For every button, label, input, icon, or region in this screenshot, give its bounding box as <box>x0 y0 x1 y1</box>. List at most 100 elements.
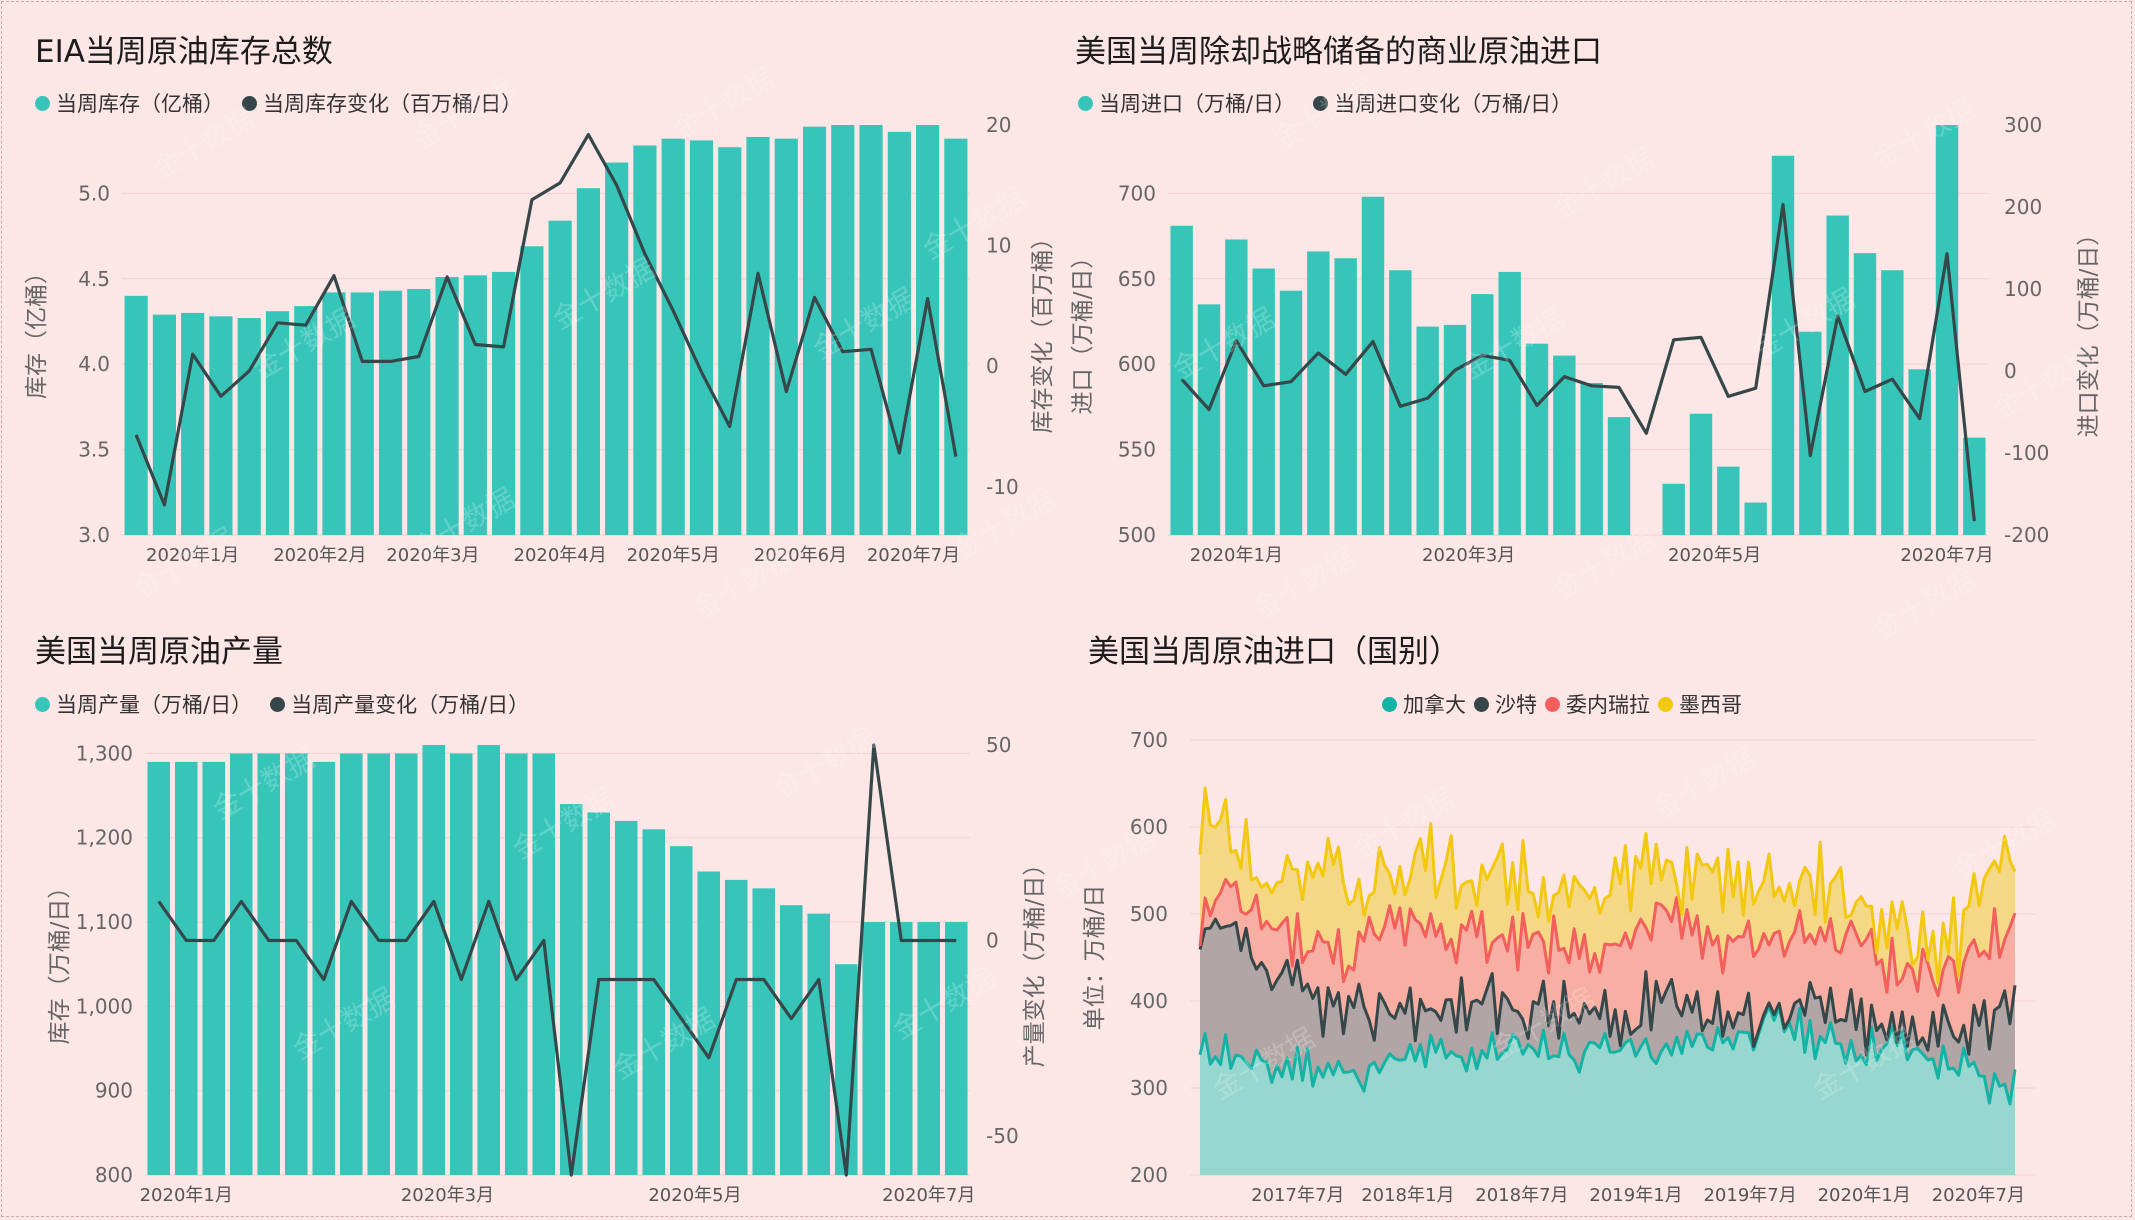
bar <box>339 753 363 1175</box>
bar <box>492 271 516 535</box>
y-tick-label: 700 <box>1118 181 1156 205</box>
legend-item-change[interactable]: 当周进口变化（万桶/日） <box>1313 88 1572 118</box>
legend-item-production[interactable]: 当周产量（万桶/日） <box>35 689 252 719</box>
bar <box>605 162 629 536</box>
legend-label: 加拿大 <box>1403 693 1466 717</box>
y-axis-title: 进口（万桶/日） <box>1070 246 1096 415</box>
bar <box>322 292 346 535</box>
legend-dot-icon <box>35 95 50 111</box>
bar <box>1416 326 1439 535</box>
legend-item-change[interactable]: 当周产量变化（万桶/日） <box>270 689 529 719</box>
legend-item-mexico[interactable]: 墨西哥 <box>1658 689 1742 719</box>
y2-tick-label: 0 <box>986 354 999 378</box>
bar <box>1525 343 1549 535</box>
series-line <box>1198 877 2017 998</box>
y-tick-label: 500 <box>1130 902 1168 926</box>
legend-item-saudi[interactable]: 沙特 <box>1474 689 1537 719</box>
bar <box>1908 369 1931 535</box>
y2-axis-title: 进口变化（万桶/日） <box>2076 223 2102 438</box>
bar <box>1853 253 1877 535</box>
y-tick-label: 1,200 <box>76 826 133 850</box>
bar <box>614 820 638 1175</box>
chart-title: 美国当周除却战略储备的商业原油进口 <box>1075 34 1602 70</box>
bar <box>774 138 798 535</box>
y-tick-label: 800 <box>95 1163 133 1187</box>
chart-us-import: 500 550 600 650 700 -200 -100 0 100 200 300 2020年1月… <box>1070 113 2102 566</box>
bar <box>1334 258 1357 535</box>
bar <box>294 306 318 535</box>
x-tick-label: 2020年7月 <box>867 545 960 566</box>
bar <box>181 312 205 535</box>
x-tick-label: 2019年1月 <box>1589 1185 1682 1206</box>
bar <box>504 753 528 1175</box>
y-tick-label: 550 <box>1118 438 1156 462</box>
bar <box>689 140 714 535</box>
y-tick-label: 1,100 <box>76 910 133 934</box>
chart-us-production: 800 900 1,000 1,100 1,200 1,300 -50 0 50 2020年1月 2… <box>47 733 1048 1206</box>
y2-axis-title: 库存变化（百万桶） <box>1030 227 1056 434</box>
x-tick-label: 2020年7月 <box>1900 545 1993 566</box>
bar <box>124 295 148 535</box>
bar <box>944 138 968 535</box>
y-tick-label: 1,300 <box>76 741 133 765</box>
x-tick-label: 2018年7月 <box>1475 1185 1568 1206</box>
bar <box>174 761 198 1175</box>
bar <box>559 804 583 1175</box>
bar <box>449 753 473 1175</box>
y2-tick-label: 0 <box>986 928 999 952</box>
bar <box>394 753 418 1175</box>
y-tick-label: 5.0 <box>78 181 110 205</box>
y-tick-label: 300 <box>1130 1076 1168 1100</box>
bar <box>1553 355 1576 535</box>
y-tick-label: 650 <box>1118 267 1156 291</box>
x-tick-label: 2017年7月 <box>1251 1185 1344 1206</box>
bar <box>779 905 803 1175</box>
x-tick-label: 2020年7月 <box>1932 1185 2025 1206</box>
chart-legend: 加拿大 沙特 委内瑞拉 墨西哥 <box>1382 689 1750 719</box>
legend-dot-icon <box>35 696 50 712</box>
legend-dot-icon <box>1382 696 1397 712</box>
series-line <box>1180 202 1976 522</box>
x-tick-label: 2020年3月 <box>1422 545 1515 566</box>
legend-item-import[interactable]: 当周进口（万桶/日） <box>1078 88 1295 118</box>
legend-label: 当周进口变化（万桶/日） <box>1334 92 1573 116</box>
x-tick-label: 2020年5月 <box>1668 545 1761 566</box>
bar <box>237 318 261 535</box>
y2-tick-label: 100 <box>2004 277 2042 301</box>
bar <box>724 879 748 1175</box>
bar <box>917 922 941 1175</box>
legend-label: 当周产量变化（万桶/日） <box>291 693 530 717</box>
bar <box>862 922 886 1175</box>
bar <box>916 125 940 535</box>
bar <box>209 316 233 535</box>
legend-item-venezuela[interactable]: 委内瑞拉 <box>1545 689 1650 719</box>
y2-axis-title: 产量变化（万桶/日） <box>1022 853 1048 1068</box>
legend-item-canada[interactable]: 加拿大 <box>1382 689 1466 719</box>
bar <box>367 753 391 1175</box>
legend-item-stock[interactable]: 当周库存（亿桶） <box>35 88 224 118</box>
y2-tick-label: -10 <box>986 475 1019 499</box>
chart-title: 美国当周原油产量 <box>35 634 283 670</box>
bar <box>802 126 827 535</box>
bar <box>1197 304 1221 535</box>
bar <box>1361 196 1385 535</box>
bar <box>520 246 544 535</box>
y-tick-label: 500 <box>1118 523 1156 547</box>
bar <box>407 289 431 535</box>
legend-label: 委内瑞拉 <box>1566 693 1650 717</box>
x-tick-label: 2020年1月 <box>1190 545 1283 566</box>
area-band <box>1200 1006 2015 1175</box>
y-tick-label: 600 <box>1130 815 1168 839</box>
x-tick-label: 2019年7月 <box>1703 1185 1796 1206</box>
legend-dot-icon <box>270 696 286 712</box>
legend-label: 当周产量（万桶/日） <box>56 693 253 717</box>
bar <box>752 888 776 1175</box>
legend-label: 沙特 <box>1495 693 1537 717</box>
bar <box>312 761 336 1175</box>
y2-tick-label: -200 <box>2004 523 2049 547</box>
bar <box>229 753 253 1175</box>
bar <box>669 846 693 1175</box>
legend-item-change[interactable]: 当周库存变化（百万桶/日） <box>242 88 522 118</box>
bar <box>1443 324 1467 535</box>
y-axis-title: 库存（万桶/日） <box>47 876 73 1045</box>
